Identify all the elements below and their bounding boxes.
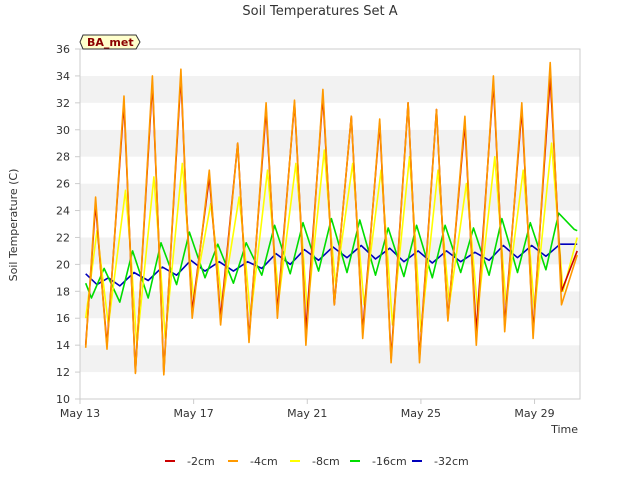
legend-label: -2cm (187, 455, 215, 468)
chart-title: Soil Temperatures Set A (242, 4, 397, 19)
y-tick-label: 10 (56, 393, 70, 406)
legend-item: -8cm (290, 455, 340, 468)
x-axis-ticks: May 13 May 17 May 21 May 25 May 29 (60, 399, 555, 420)
grid-band (80, 75, 580, 103)
legend-item: -16cm (350, 455, 407, 468)
legend-item: -2cm (165, 455, 215, 468)
legend-label: -8cm (312, 455, 340, 468)
y-tick-label: 24 (56, 205, 70, 218)
y-tick-label: 14 (56, 339, 70, 352)
station-badge-box (79, 34, 141, 50)
legend-item: -32cm (412, 455, 469, 468)
legend-label: -32cm (434, 455, 469, 468)
y-tick-label: 20 (56, 258, 70, 271)
grid-band (80, 237, 580, 265)
x-tick-label: May 17 (174, 407, 214, 420)
series-line-minus-4cm (84, 61, 578, 376)
series-layer (84, 61, 578, 376)
plot-area (79, 48, 581, 400)
y-tick-label: 16 (56, 312, 70, 325)
grid-band (80, 49, 580, 76)
y-tick-label: 30 (56, 124, 70, 137)
x-tick-label: May 29 (514, 407, 554, 420)
grid-band (80, 372, 580, 399)
station-badge: BA_met (79, 34, 141, 50)
y-tick-label: 36 (56, 43, 70, 56)
y-tick-label: 32 (56, 97, 70, 110)
y-axis-label: Soil Temperature (C) (7, 169, 20, 282)
legend-label: -4cm (250, 455, 278, 468)
legend-item: -4cm (228, 455, 278, 468)
y-tick-label: 18 (56, 285, 70, 298)
y-tick-label: 26 (56, 178, 70, 191)
grid-band (80, 345, 580, 373)
y-tick-label: 22 (56, 231, 70, 244)
y-tick-label: 34 (56, 70, 70, 83)
grid-band (80, 264, 580, 292)
y-tick-label: 28 (56, 151, 70, 164)
plot-border (79, 48, 581, 400)
station-badge-text: BA_met (87, 36, 134, 49)
legend: -2cm -4cm -8cm -16cm -32cm (165, 455, 469, 468)
y-tick-label: 12 (56, 366, 70, 379)
y-axis-ticks: 10 12 14 16 18 20 22 24 26 28 30 32 34 36 (56, 43, 80, 406)
grid-band (80, 102, 580, 130)
x-axis-label: Time (550, 423, 578, 436)
x-tick-label: May 25 (401, 407, 441, 420)
x-tick-label: May 13 (60, 407, 100, 420)
legend-label: -16cm (372, 455, 407, 468)
x-tick-label: May 21 (287, 407, 327, 420)
series-line-minus-16cm (84, 212, 578, 303)
